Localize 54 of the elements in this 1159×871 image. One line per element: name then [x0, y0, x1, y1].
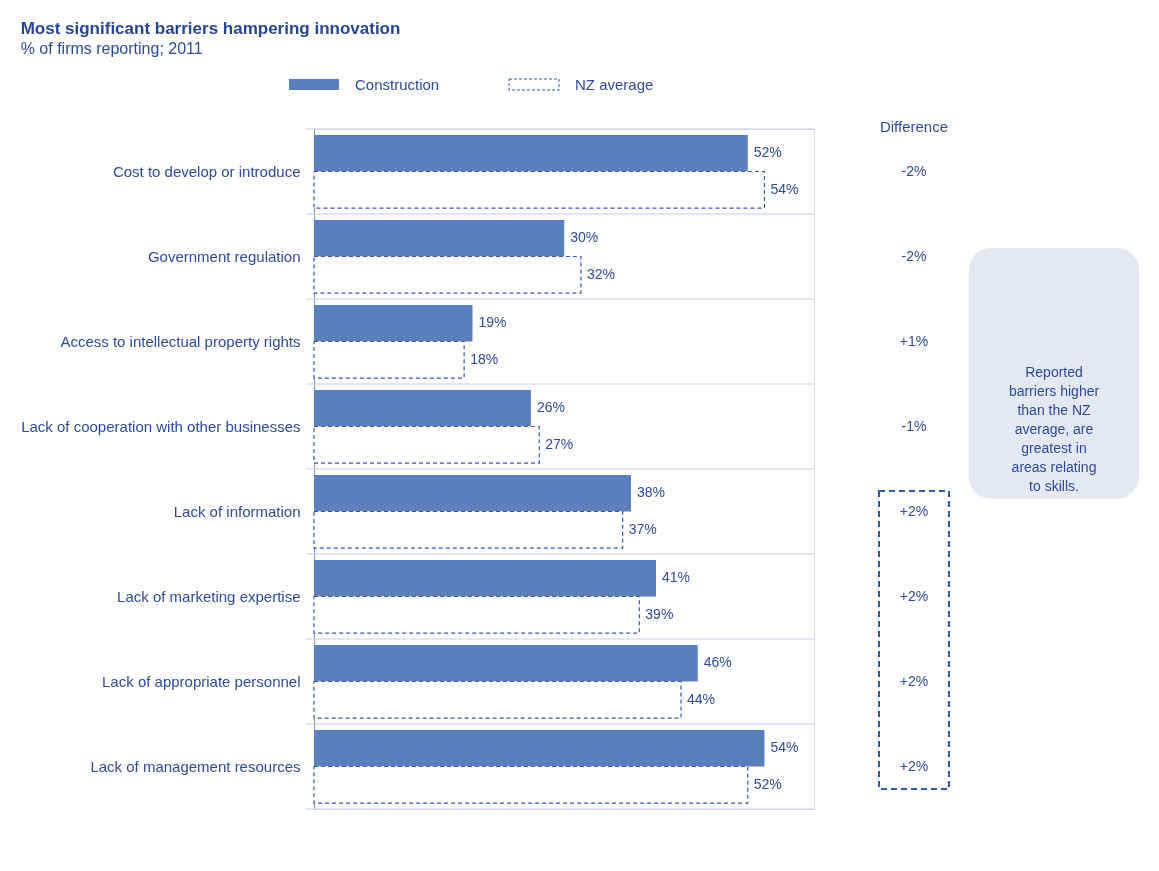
bar	[314, 644, 698, 682]
text: +1%	[899, 332, 929, 349]
bar	[314, 304, 473, 342]
data-label: 54%	[770, 739, 799, 756]
bar	[314, 474, 631, 512]
bar	[313, 765, 749, 804]
data-label: 52%	[753, 775, 782, 792]
data-label: 54%	[770, 180, 799, 197]
text: +2%	[899, 672, 929, 689]
bar	[314, 559, 657, 597]
text: Difference	[879, 118, 949, 135]
y-tick-label: Cost to develop or introduce	[112, 163, 301, 180]
bar	[313, 595, 640, 634]
text: +2%	[899, 502, 929, 519]
bar	[313, 170, 766, 209]
text: +2%	[899, 757, 929, 774]
y-tick-label: Government regulation	[147, 248, 301, 265]
y-tick-label: Lack of marketing expertise	[117, 588, 301, 605]
data-label: 37%	[628, 520, 657, 537]
text: +2%	[899, 587, 929, 604]
text: -1%	[901, 417, 927, 434]
data-label: 26%	[536, 399, 565, 416]
data-label: 30%	[570, 229, 599, 246]
bar	[313, 340, 465, 379]
y-tick-label: Lack of management resources	[90, 758, 301, 775]
data-label: 38%	[636, 484, 666, 501]
data-label: 41%	[662, 569, 691, 586]
y-tick-label: Lack of information	[173, 503, 301, 520]
text: -2%	[901, 162, 927, 179]
data-label: 52%	[753, 144, 782, 161]
bar	[313, 510, 624, 549]
bar	[313, 680, 682, 719]
y-tick-label: Lack of cooperation with other businesses	[21, 418, 301, 435]
chart-title: Most significant barriers hampering innovation	[20, 19, 401, 38]
text: % of firms reporting; 2011	[20, 40, 203, 57]
bar	[314, 729, 765, 767]
data-label: 39%	[645, 605, 674, 622]
bar	[314, 389, 531, 427]
data-label: 46%	[703, 654, 732, 671]
bar	[313, 425, 540, 464]
data-label: 19%	[478, 314, 507, 331]
text: -2%	[901, 247, 927, 264]
text: Reported barriers higher than the NZ average, are greatest in areas relating to skills.	[1008, 364, 1100, 495]
y-tick-label: Access to intellectual property rights	[60, 333, 301, 350]
legend-label: NZ average	[575, 76, 654, 93]
data-label: 32%	[586, 265, 615, 282]
data-label: 27%	[545, 435, 574, 452]
bar	[313, 255, 582, 294]
data-label: 44%	[687, 690, 716, 707]
legend-label: Construction	[355, 76, 440, 93]
bar	[314, 219, 565, 257]
y-tick-label: Lack of appropriate personnel	[102, 673, 301, 690]
data-label: 18%	[470, 350, 499, 367]
bar	[314, 134, 748, 172]
